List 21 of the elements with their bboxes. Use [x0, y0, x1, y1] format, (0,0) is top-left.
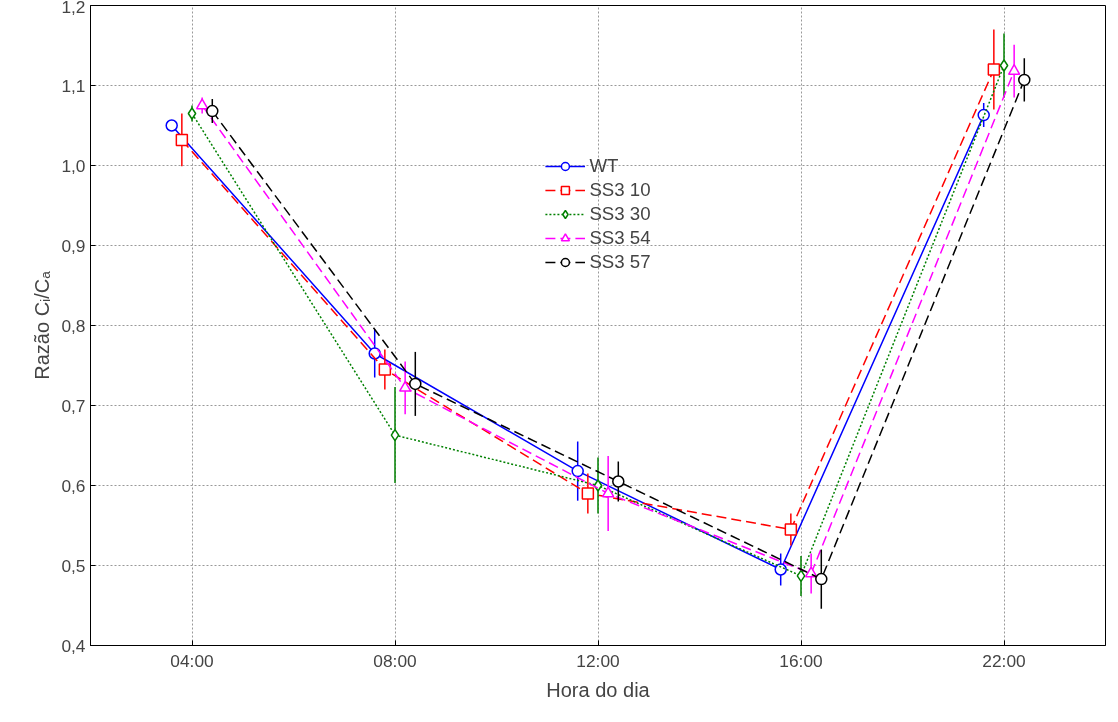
y-tick-label: 0,9: [61, 235, 86, 256]
y-tick-label: 0,7: [61, 395, 86, 416]
legend-label: SS3 57: [589, 251, 651, 273]
y-tick-label: 0,8: [61, 315, 86, 336]
x-tick-label: 16:00: [779, 650, 823, 671]
x-tick-label: 12:00: [576, 650, 620, 671]
y-tick-label: 1,0: [61, 155, 86, 176]
y-tick-label: 0,6: [61, 475, 86, 496]
x-tick-label: 08:00: [373, 650, 417, 671]
x-tick-label: 22:00: [982, 650, 1026, 671]
y-tick-label: 0,5: [61, 555, 86, 576]
y-axis-title: Razão Cᵢ/Cₐ: [31, 270, 54, 380]
y-tick-label: 0,4: [61, 635, 86, 656]
legend-label: SS3 54: [589, 227, 651, 249]
legend-label: SS3 10: [589, 179, 651, 201]
legend-label: SS3 30: [589, 203, 651, 225]
legend-label: WT: [589, 155, 619, 177]
x-axis-title: Hora do dia: [546, 678, 651, 701]
x-tick-label: 04:00: [170, 650, 214, 671]
y-tick-label: 1,2: [61, 0, 86, 17]
y-tick-label: 1,1: [61, 75, 86, 96]
